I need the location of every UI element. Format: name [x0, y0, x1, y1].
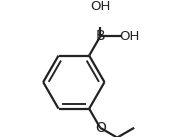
Text: O: O — [95, 121, 106, 135]
Text: OH: OH — [90, 0, 110, 13]
Text: OH: OH — [119, 30, 139, 43]
Text: B: B — [95, 30, 105, 43]
